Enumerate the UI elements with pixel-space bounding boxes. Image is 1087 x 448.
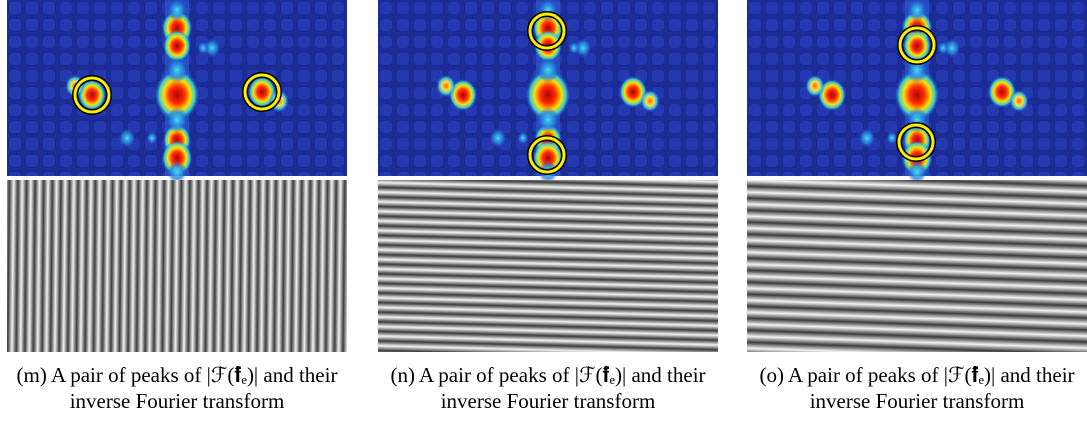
spectrum-peak <box>167 0 187 22</box>
inverse-transform <box>747 180 1087 352</box>
peak-marker <box>73 76 111 114</box>
panel: (n) A pair of peaks of |ℱ(𝐟̂ₑ)| and thei… <box>378 0 718 448</box>
spectrum-peak <box>943 38 961 58</box>
peak-marker <box>528 12 566 50</box>
spectrum-peak <box>248 76 276 108</box>
caption: (n) A pair of peaks of |ℱ(𝐟̂ₑ)| and thei… <box>390 363 706 413</box>
caption: (o) A pair of peaks of |ℱ(𝐟̂ₑ)| and thei… <box>759 363 1075 413</box>
spectrum-peak <box>619 76 647 108</box>
spectrum-peak <box>937 41 949 55</box>
spectrum-peak <box>197 41 209 55</box>
spectrum-peak <box>146 131 158 145</box>
peak-marker <box>898 26 936 64</box>
panel: (o) A pair of peaks of |ℱ(𝐟̂ₑ)| and thei… <box>747 0 1087 448</box>
spectrum-peak <box>818 79 846 111</box>
spectrum-peak <box>449 79 477 111</box>
panel: (m) A pair of peaks of |ℱ(𝐟̂ₑ)| and thei… <box>7 0 347 448</box>
spectrum-peak <box>203 38 221 58</box>
panel-images <box>747 0 1087 352</box>
spectrum-peak <box>568 41 580 55</box>
caption: (m) A pair of peaks of |ℱ(𝐟̂ₑ)| and thei… <box>16 363 338 413</box>
spectrum-peak <box>536 57 560 83</box>
inverse-transform <box>7 180 347 352</box>
panel-images <box>378 0 718 352</box>
spectrum-peak <box>886 131 898 145</box>
spectrum-peak <box>894 69 940 121</box>
spectrum-peak <box>988 76 1016 108</box>
spectrum-peak <box>858 128 876 148</box>
peak-marker <box>243 73 281 111</box>
spectrum-peak <box>525 69 571 121</box>
spectrum-peak <box>78 79 106 111</box>
spectrum-peak <box>517 131 529 145</box>
spectrum-peak <box>907 160 927 184</box>
spectrum-peak <box>118 128 136 148</box>
spectrum-peak <box>489 128 507 148</box>
spectrum-peak <box>574 38 592 58</box>
spectrum-peak <box>805 74 825 98</box>
inverse-transform <box>378 180 718 352</box>
spectrum-peak <box>436 74 456 98</box>
spectrum-peak <box>536 107 560 133</box>
spectrum-peak <box>907 0 927 22</box>
spectrum-peak <box>163 30 191 62</box>
spectrum-peak <box>165 107 189 133</box>
spectrum-peak <box>640 89 660 113</box>
spectrum-peak <box>1009 89 1029 113</box>
spectrum-peak <box>165 57 189 83</box>
peak-marker <box>897 123 935 161</box>
spectrum-peak <box>154 69 200 121</box>
spectrum-peak <box>903 30 931 62</box>
peak-marker <box>528 136 566 174</box>
panel-images <box>7 0 347 352</box>
spectrum-peak <box>167 160 187 184</box>
